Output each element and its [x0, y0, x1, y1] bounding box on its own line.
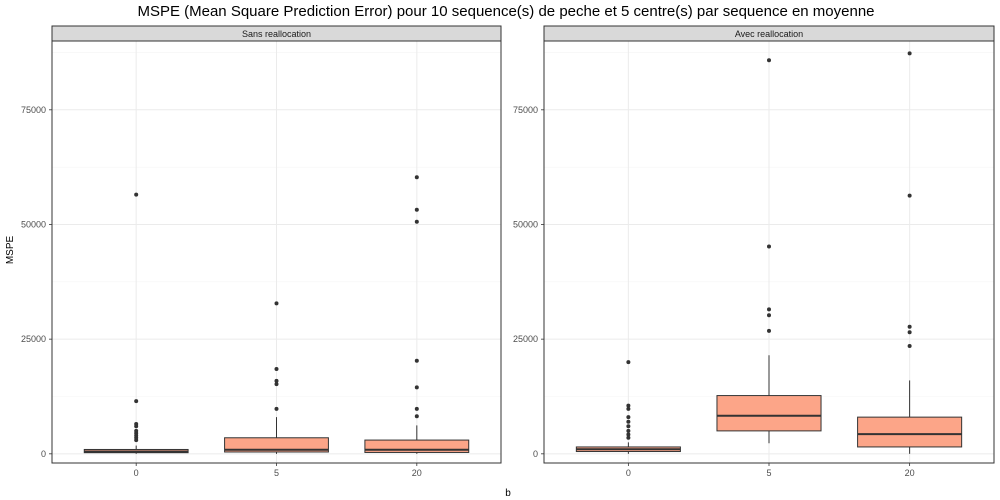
outlier-point: [767, 313, 771, 318]
outlier-point: [414, 219, 419, 224]
outlier-point: [626, 428, 631, 433]
outlier-point: [414, 414, 419, 419]
panels-layer: 0 25000 50000 75000 0 5 20 Sans reallocation 0 25…: [21, 25, 995, 478]
outlier-point: [626, 415, 631, 420]
outlier-point: [274, 378, 279, 383]
x-tick-label: 20: [905, 468, 915, 478]
outlier-point: [907, 330, 912, 335]
panel-avec-reallocation: 0 25000 50000 75000 0 5 20 Avec reallocation: [513, 25, 995, 478]
x-tick-label: 0: [134, 468, 139, 478]
y-tick-label: 50000: [513, 219, 538, 229]
outlier-point: [626, 435, 631, 440]
panel-sans-reallocation: 0 25000 50000 75000 0 5 20 Sans reallocation: [21, 25, 502, 478]
x-tick-label: 0: [626, 468, 631, 478]
x-tick-label: 20: [412, 468, 422, 478]
x-tick-label: 5: [766, 468, 771, 478]
outlier-point: [626, 406, 631, 411]
box: [857, 416, 963, 448]
outlier-point: [274, 366, 279, 371]
outlier-point: [626, 419, 631, 424]
outlier-point: [767, 58, 771, 63]
chart-title: MSPE (Mean Square Prediction Error) pour…: [137, 3, 874, 20]
outlier-point: [134, 399, 139, 404]
y-tick-label: 25000: [21, 334, 46, 344]
y-tick-label: 50000: [21, 219, 46, 229]
outlier-point: [907, 324, 912, 329]
outlier-point: [414, 358, 419, 363]
facet-strip: [51, 25, 502, 42]
facet-strip-label: Sans reallocation: [242, 29, 311, 39]
facet-strip-label: Avec reallocation: [735, 29, 803, 39]
outlier-point: [907, 51, 912, 56]
y-tick-label: 75000: [513, 105, 538, 115]
outlier-point: [414, 406, 419, 411]
outlier-point: [767, 307, 771, 312]
x-tick-label: 5: [274, 468, 279, 478]
outlier-point: [626, 424, 631, 429]
y-tick-label: 25000: [513, 334, 538, 344]
outlier-point: [414, 385, 419, 390]
x-axis-title: b: [505, 488, 511, 499]
outlier-point: [274, 382, 279, 387]
outlier-point: [626, 403, 631, 408]
box: [224, 437, 329, 453]
outlier-point: [134, 422, 139, 427]
outlier-point: [626, 432, 631, 437]
box: [716, 395, 822, 432]
y-tick-label: 75000: [21, 105, 46, 115]
outlier-point: [274, 406, 279, 411]
outlier-point: [907, 344, 912, 349]
outlier-point: [907, 193, 912, 198]
y-tick-label: 0: [41, 449, 46, 459]
y-axis-title: MSPE: [5, 236, 16, 265]
outlier-point: [626, 360, 631, 365]
outlier-point: [274, 301, 279, 306]
outlier-point: [414, 175, 419, 180]
outlier-point: [134, 192, 139, 197]
outlier-point: [134, 428, 139, 433]
y-tick-label: 0: [533, 449, 538, 459]
facet-strip: [543, 25, 995, 42]
outlier-point: [414, 207, 419, 212]
outlier-point: [767, 328, 771, 333]
outlier-point: [767, 244, 771, 249]
